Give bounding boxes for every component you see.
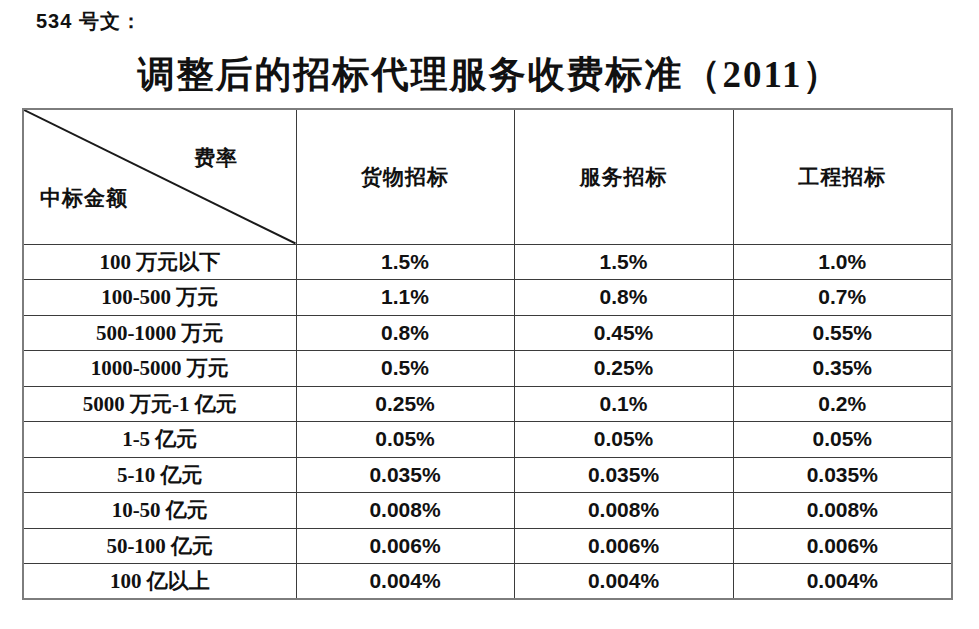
row-label-cell: 100 亿以上 — [23, 564, 296, 600]
doc-number-label: 534 号文： — [36, 8, 142, 35]
row-label-cell: 5-10 亿元 — [23, 457, 296, 493]
value-cell: 0.008% — [733, 493, 952, 529]
table-row: 10-50 亿元 0.008% 0.008% 0.008% — [23, 493, 952, 529]
value-cell: 1.1% — [296, 280, 514, 316]
table-row: 5000 万元-1 亿元 0.25% 0.1% 0.2% — [23, 386, 952, 422]
value-cell: 0.035% — [733, 457, 952, 493]
value-cell: 0.1% — [514, 386, 733, 422]
value-cell: 1.0% — [733, 244, 952, 280]
value-cell: 1.5% — [296, 244, 514, 280]
value-cell: 0.008% — [514, 493, 733, 529]
row-label-cell: 1-5 亿元 — [23, 422, 296, 458]
value-cell: 0.45% — [514, 315, 733, 351]
value-cell: 0.8% — [296, 315, 514, 351]
corner-label-amount: 中标金额 — [40, 184, 128, 212]
value-cell: 0.8% — [514, 280, 733, 316]
fee-rate-table: 费率 中标金额 货物招标 服务招标 工程招标 100 万元以下 1.5% 1.5… — [22, 108, 953, 600]
value-cell: 0.35% — [733, 351, 952, 387]
table-row: 100-500 万元 1.1% 0.8% 0.7% — [23, 280, 952, 316]
table-row: 100 万元以下 1.5% 1.5% 1.0% — [23, 244, 952, 280]
value-cell: 0.006% — [514, 528, 733, 564]
value-cell: 0.7% — [733, 280, 952, 316]
value-cell: 0.006% — [733, 528, 952, 564]
table-row: 5-10 亿元 0.035% 0.035% 0.035% — [23, 457, 952, 493]
value-cell: 0.035% — [514, 457, 733, 493]
value-cell: 0.004% — [296, 564, 514, 600]
diagonal-divider-line — [24, 110, 296, 244]
column-header-goods: 货物招标 — [296, 109, 514, 244]
row-label-cell: 100 万元以下 — [23, 244, 296, 280]
corner-label-rate: 费率 — [194, 144, 238, 172]
row-label-cell: 1000-5000 万元 — [23, 351, 296, 387]
table-row: 500-1000 万元 0.8% 0.45% 0.55% — [23, 315, 952, 351]
value-cell: 0.05% — [733, 422, 952, 458]
value-cell: 0.25% — [296, 386, 514, 422]
value-cell: 0.004% — [514, 564, 733, 600]
value-cell: 0.55% — [733, 315, 952, 351]
table-row: 50-100 亿元 0.006% 0.006% 0.006% — [23, 528, 952, 564]
page-title: 调整后的招标代理服务收费标准（2011） — [0, 50, 979, 100]
diagonal-corner-cell: 费率 中标金额 — [23, 109, 296, 244]
row-label-cell: 10-50 亿元 — [23, 493, 296, 529]
document-page: 534 号文： 调整后的招标代理服务收费标准（2011） 费率 中标金额 货物招… — [0, 0, 979, 629]
row-label-cell: 50-100 亿元 — [23, 528, 296, 564]
value-cell: 0.004% — [733, 564, 952, 600]
row-label-cell: 500-1000 万元 — [23, 315, 296, 351]
value-cell: 0.006% — [296, 528, 514, 564]
value-cell: 0.2% — [733, 386, 952, 422]
value-cell: 0.035% — [296, 457, 514, 493]
column-header-services: 服务招标 — [514, 109, 733, 244]
row-label-cell: 5000 万元-1 亿元 — [23, 386, 296, 422]
value-cell: 0.25% — [514, 351, 733, 387]
value-cell: 0.05% — [514, 422, 733, 458]
table-header-row: 费率 中标金额 货物招标 服务招标 工程招标 — [23, 109, 952, 244]
row-label-cell: 100-500 万元 — [23, 280, 296, 316]
table-row: 1-5 亿元 0.05% 0.05% 0.05% — [23, 422, 952, 458]
value-cell: 0.05% — [296, 422, 514, 458]
value-cell: 1.5% — [514, 244, 733, 280]
table-row: 100 亿以上 0.004% 0.004% 0.004% — [23, 564, 952, 600]
column-header-engineering: 工程招标 — [733, 109, 952, 244]
value-cell: 0.5% — [296, 351, 514, 387]
value-cell: 0.008% — [296, 493, 514, 529]
table-row: 1000-5000 万元 0.5% 0.25% 0.35% — [23, 351, 952, 387]
